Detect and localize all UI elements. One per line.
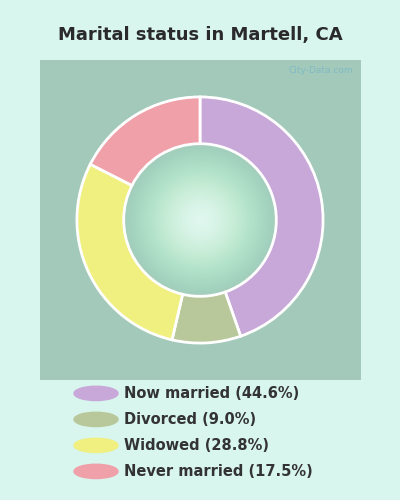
Wedge shape [200,97,323,336]
Text: Never married (17.5%): Never married (17.5%) [124,464,313,479]
Circle shape [74,412,118,426]
Text: Widowed (28.8%): Widowed (28.8%) [124,438,269,453]
Text: Marital status in Martell, CA: Marital status in Martell, CA [58,26,342,44]
Wedge shape [172,292,241,343]
Circle shape [74,464,118,478]
Circle shape [74,386,118,400]
Text: Now married (44.6%): Now married (44.6%) [124,386,299,401]
Text: City-Data.com: City-Data.com [289,66,354,76]
Wedge shape [90,97,200,186]
Circle shape [74,438,118,452]
Wedge shape [77,164,183,340]
Text: Divorced (9.0%): Divorced (9.0%) [124,412,256,427]
